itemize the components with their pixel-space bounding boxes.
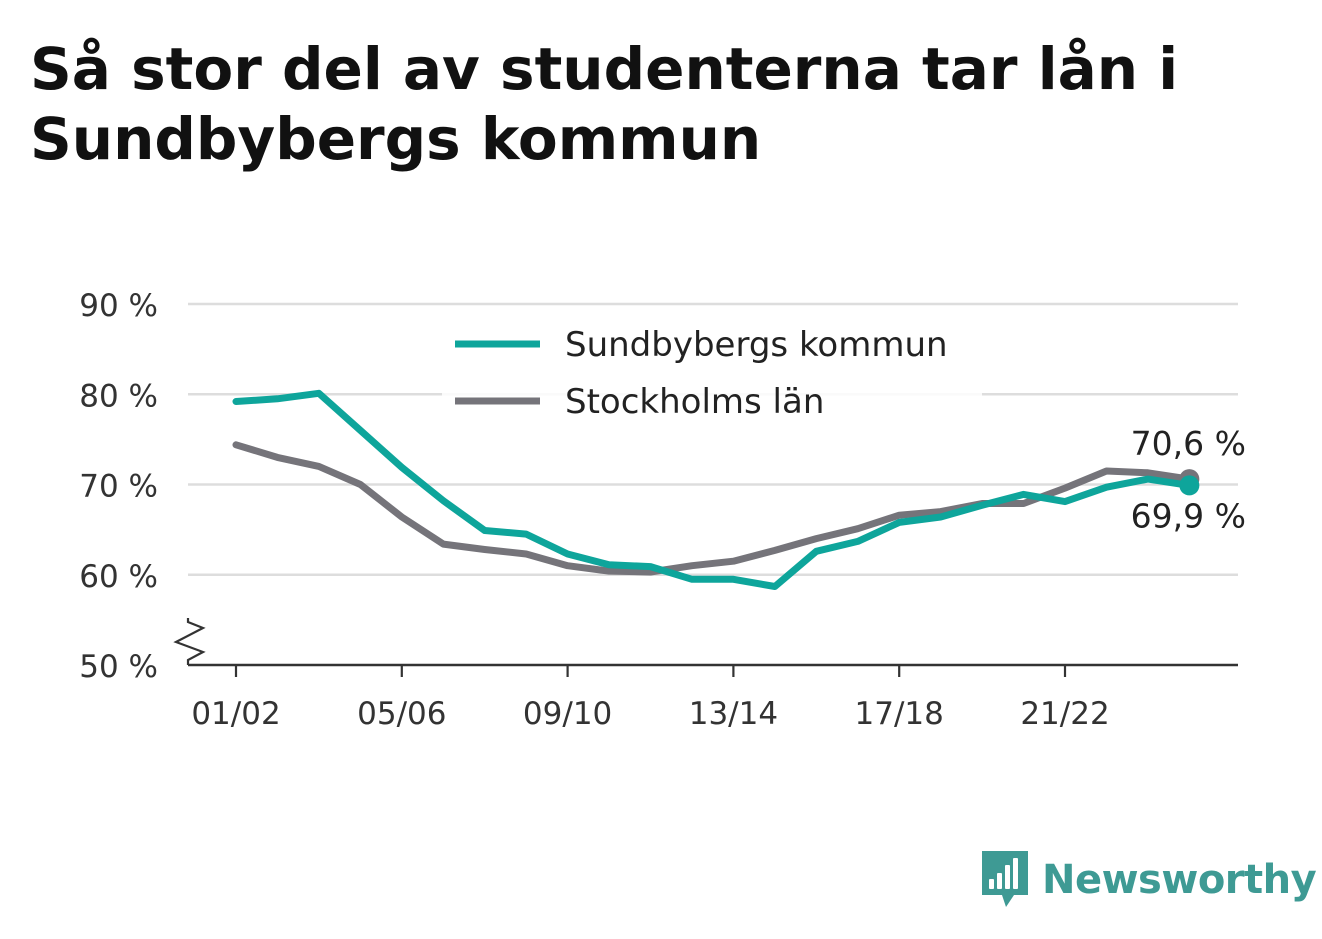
y-tick-label: 60 % <box>79 559 158 595</box>
x-axis-tick-labels: 01/02 05/06 09/10 13/14 17/18 21/22 <box>191 696 1109 732</box>
x-tick-label: 09/10 <box>523 696 612 732</box>
x-tick-label: 13/14 <box>689 696 778 732</box>
x-tick-label: 17/18 <box>855 696 944 732</box>
x-tick-label: 01/02 <box>191 696 280 732</box>
y-tick-label: 80 % <box>79 378 158 414</box>
end-value-labels: 70,6 % 69,9 % <box>1131 424 1246 535</box>
bar-chart-speech-bubble-icon <box>982 851 1028 907</box>
x-tick-label: 05/06 <box>357 696 446 732</box>
brand-name: Newsworthy <box>1042 857 1317 903</box>
x-tick-label: 21/22 <box>1020 696 1109 732</box>
legend: Sundbybergs kommun Stockholms län <box>442 318 982 430</box>
series-line <box>232 389 1193 590</box>
chart-title: Så stor del av studenterna tar lån i Sun… <box>30 35 1179 173</box>
brand-logo: Newsworthy <box>980 848 1317 912</box>
y-axis-tick-labels: 50 % 60 % 70 % 80 % 90 % <box>79 288 158 685</box>
series-end-point <box>1179 475 1200 496</box>
y-tick-label: 50 % <box>79 649 158 685</box>
y-tick-label: 90 % <box>79 288 158 324</box>
end-value-label: 69,9 % <box>1131 496 1246 535</box>
end-value-label: 70,6 % <box>1131 424 1246 463</box>
legend-label: Stockholms län <box>565 382 824 422</box>
y-tick-label: 70 % <box>79 469 158 505</box>
x-axis <box>173 618 1238 677</box>
legend-label: Sundbybergs kommun <box>565 325 948 365</box>
series-lines <box>232 389 1200 590</box>
y-axis-break-icon <box>173 618 206 665</box>
series-line <box>232 441 1193 576</box>
legend-background <box>442 318 982 430</box>
